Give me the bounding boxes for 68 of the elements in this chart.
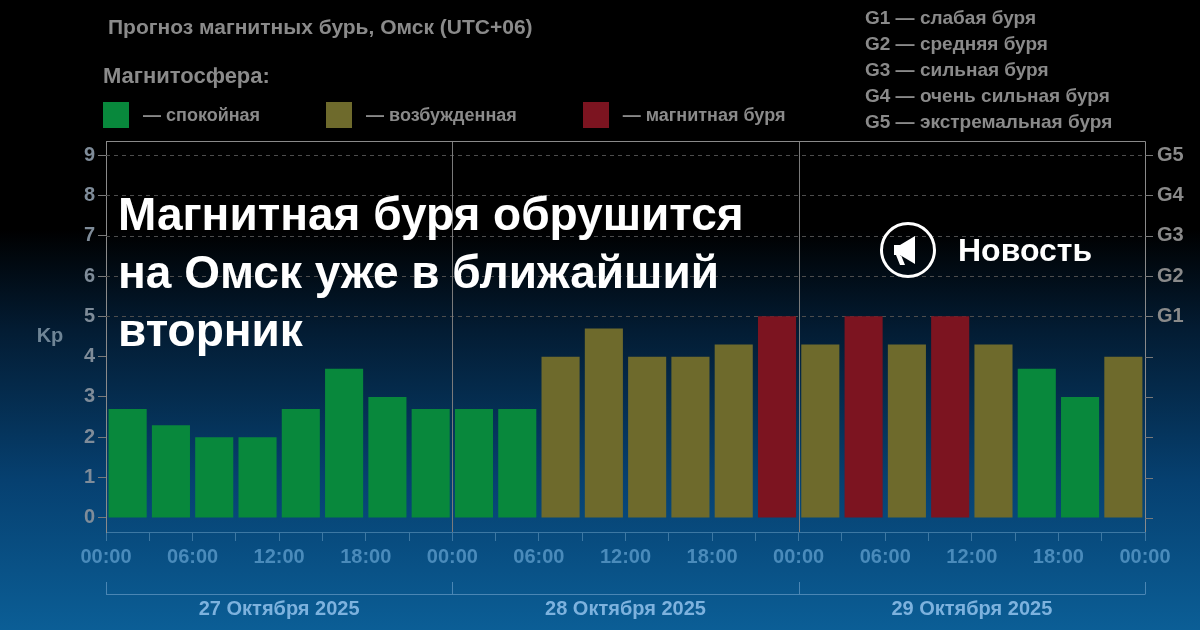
y-tick-label: 4 bbox=[83, 344, 96, 367]
y-tick-label: 1 bbox=[83, 465, 95, 488]
bar bbox=[281, 409, 320, 518]
x-tick-label: 00:00 bbox=[1119, 544, 1171, 567]
x-tick-label: 18:00 bbox=[1032, 544, 1084, 567]
bar bbox=[238, 437, 277, 518]
y-tick-label: 9 bbox=[83, 142, 95, 165]
ref-line-label: G1 bbox=[1157, 303, 1184, 326]
annotation: Магнитная буря обрушится на Омск уже в ближайший вторник bbox=[118, 187, 745, 358]
text: G2 — средняя буря bbox=[865, 32, 1049, 56]
y-tick-label: 3 bbox=[83, 384, 95, 407]
text: 29 Октября 2025 bbox=[891, 596, 1053, 620]
y-tick-label: 0 bbox=[83, 505, 95, 528]
y-tick-label: 5 bbox=[83, 303, 95, 326]
y-tick-label: 8 bbox=[83, 182, 95, 205]
legend-label: — спокойная bbox=[143, 104, 261, 126]
legend-label: — магнитная буря bbox=[622, 104, 786, 126]
bar bbox=[757, 316, 797, 518]
bar bbox=[368, 396, 407, 518]
bar bbox=[844, 316, 883, 518]
bar bbox=[974, 344, 1013, 518]
bar bbox=[454, 409, 494, 518]
bar bbox=[411, 409, 450, 518]
x-tick-label: 12:00 bbox=[946, 544, 998, 567]
legend-title: Магнитосфера: bbox=[103, 62, 271, 90]
legend-label: — возбужденная bbox=[366, 104, 517, 126]
annotation: Новость bbox=[958, 231, 1093, 269]
bar bbox=[1017, 368, 1056, 518]
bar bbox=[671, 356, 710, 518]
ref-line-label: G2 bbox=[1157, 263, 1184, 286]
bar bbox=[108, 409, 147, 518]
bar bbox=[584, 328, 623, 518]
bar bbox=[801, 344, 840, 518]
text: G4 — очень сильная буря bbox=[865, 84, 1111, 108]
bar bbox=[628, 356, 667, 518]
bar bbox=[325, 368, 364, 518]
bar bbox=[714, 344, 753, 518]
ref-line-label: G3 bbox=[1157, 223, 1184, 246]
x-tick-label: 12:00 bbox=[599, 544, 652, 567]
bar bbox=[1061, 396, 1100, 518]
chart-title: Прогноз магнитных бурь, Омск (UTC+06) bbox=[108, 15, 533, 39]
x-tick-label: 00:00 bbox=[426, 544, 478, 567]
text: G5 — экстремальная буря bbox=[865, 110, 1113, 134]
text: 27 Октября 2025 bbox=[198, 596, 360, 620]
text: G1 — слабая буря bbox=[865, 6, 1038, 30]
x-tick-label: 00:00 bbox=[773, 544, 825, 567]
x-tick-label: 06:00 bbox=[167, 544, 219, 567]
bar bbox=[887, 344, 926, 518]
bar bbox=[498, 409, 537, 518]
bar bbox=[931, 316, 970, 518]
bar bbox=[1104, 356, 1143, 518]
y-axis-title: Kp bbox=[36, 324, 64, 347]
text: 28 Октября 2025 bbox=[545, 596, 706, 620]
y-tick-label: 6 bbox=[83, 263, 95, 286]
x-tick-label: 06:00 bbox=[513, 544, 565, 567]
x-tick-label: 18:00 bbox=[686, 544, 738, 567]
x-tick-label: 00:00 bbox=[80, 544, 132, 567]
x-tick-label: 18:00 bbox=[340, 544, 392, 567]
y-tick-label: 2 bbox=[83, 424, 95, 447]
y-tick-label: 7 bbox=[83, 223, 95, 246]
bar bbox=[195, 437, 234, 518]
x-tick-label: 06:00 bbox=[859, 544, 911, 567]
x-tick-label: 12:00 bbox=[253, 544, 305, 567]
ref-line-label: G5 bbox=[1157, 142, 1184, 165]
bar bbox=[541, 356, 580, 518]
bar bbox=[151, 425, 190, 518]
ref-line-label: G4 bbox=[1157, 182, 1185, 205]
text: G3 — сильная буря bbox=[865, 58, 1050, 82]
